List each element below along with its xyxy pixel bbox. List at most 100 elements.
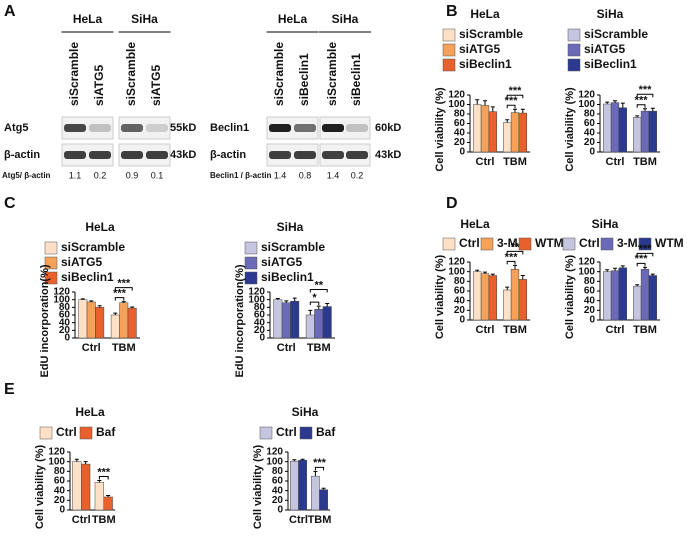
legend-label: Ctrl — [579, 236, 600, 250]
x-tick-label: TBM — [112, 342, 136, 354]
legend-label: Ctrl — [56, 425, 77, 439]
y-axis-label: Cell viability (%) — [564, 87, 576, 172]
bar — [119, 302, 129, 339]
error-bar — [505, 286, 510, 291]
y-tick-label: 100 — [53, 294, 70, 305]
error-bar — [490, 106, 495, 112]
error-bar — [483, 271, 487, 274]
bar — [298, 459, 307, 511]
legend-label: siATG5 — [261, 255, 302, 269]
legend-label: siBeclin1 — [261, 270, 314, 284]
y-tick-label: 40 — [584, 295, 596, 306]
y-tick-label: 120 — [48, 447, 65, 458]
error-bar — [89, 300, 94, 302]
blot-frame — [319, 143, 371, 167]
x-tick-label: Ctrl — [476, 324, 495, 336]
y-tick-label: 60 — [584, 118, 596, 129]
y-tick-label: 60 — [584, 286, 596, 297]
y-tick-label: 100 — [266, 456, 283, 467]
error-bar — [83, 461, 88, 465]
legend-swatch — [567, 43, 581, 57]
bar — [610, 102, 620, 153]
lane-label: siBeclin1 — [349, 53, 363, 106]
ratio-label: Atg5/ β-actin — [2, 171, 51, 180]
error-bar — [513, 264, 517, 270]
legend-swatch — [442, 237, 456, 251]
bar — [503, 289, 512, 321]
chart-title: SiHa — [592, 217, 619, 231]
legend-swatch — [480, 237, 494, 251]
row-label: β-actin — [4, 149, 40, 161]
legend-swatch — [44, 256, 58, 270]
y-tick-label: 120 — [448, 90, 465, 101]
sig-bracket — [636, 262, 646, 267]
bar — [290, 300, 300, 339]
ratio-value: 0.1 — [151, 170, 164, 180]
legend-swatch — [259, 426, 273, 440]
bar — [314, 309, 324, 339]
y-tick-label: 120 — [53, 287, 70, 298]
y-tick-label: 120 — [248, 287, 265, 298]
error-bar — [316, 305, 321, 310]
y-tick-label: 100 — [578, 99, 595, 110]
y-axis-label: Cell viability (%) — [34, 444, 46, 529]
chart-title: SiHa — [292, 405, 319, 419]
legend-label: siScramble — [261, 240, 325, 254]
sig-label: *** — [639, 243, 653, 255]
legend-swatch — [244, 256, 258, 270]
y-axis-label: EdU incorporation(%) — [234, 264, 246, 377]
legend-swatch — [442, 58, 456, 72]
lane-label: siATG5 — [149, 65, 163, 106]
x-tick-label: Ctrl — [476, 156, 495, 168]
x-tick-label: Ctrl — [82, 342, 101, 354]
y-tick-label: 120 — [578, 90, 595, 101]
bar — [633, 285, 642, 321]
error-bar — [130, 306, 135, 309]
y-tick-label: 0 — [259, 333, 265, 344]
size-label: 43kD — [375, 149, 401, 161]
y-tick-label: 80 — [272, 466, 284, 477]
chart-title: HeLa — [470, 7, 500, 21]
cell-line: HeLa — [278, 12, 308, 26]
error-bar — [292, 459, 297, 462]
error-bar — [613, 100, 617, 103]
y-tick-label: 0 — [589, 147, 595, 158]
panel-label: D — [446, 195, 458, 212]
blot-band — [64, 151, 86, 159]
chart-title: HeLa — [75, 405, 105, 419]
legend-label: Baf — [96, 425, 116, 439]
blot-frame — [61, 143, 114, 167]
y-tick-label: 120 — [578, 257, 595, 268]
cell-line: SiHa — [131, 12, 158, 26]
legend-swatch — [518, 237, 532, 251]
chart-title: HeLa — [460, 217, 490, 231]
blot-band — [121, 151, 143, 159]
bar — [603, 271, 612, 321]
bar — [103, 496, 113, 511]
bar — [618, 267, 627, 321]
bar — [518, 112, 527, 153]
legend-label: Ctrl — [276, 425, 297, 439]
y-tick-label: 20 — [584, 137, 596, 148]
bar — [640, 110, 650, 153]
sig-bracket — [114, 287, 133, 291]
y-tick-label: 100 — [578, 266, 595, 277]
bar — [110, 314, 120, 339]
y-tick-label: 20 — [454, 305, 466, 316]
y-tick-label: 80 — [59, 302, 71, 313]
sig-label: *** — [509, 85, 523, 97]
bar — [72, 461, 82, 511]
y-tick-label: 80 — [584, 276, 596, 287]
error-bar — [643, 108, 647, 112]
sig-bracket — [506, 260, 516, 265]
blot-frame — [266, 143, 319, 167]
y-tick-label: 20 — [54, 495, 66, 506]
x-tick-label: TBM — [633, 156, 657, 168]
y-tick-label: 40 — [272, 485, 284, 496]
bar — [127, 307, 137, 339]
bar — [94, 482, 104, 511]
error-bar — [292, 297, 297, 302]
legend-swatch — [299, 426, 313, 440]
legend-swatch — [567, 28, 581, 42]
y-tick-label: 20 — [584, 305, 596, 316]
